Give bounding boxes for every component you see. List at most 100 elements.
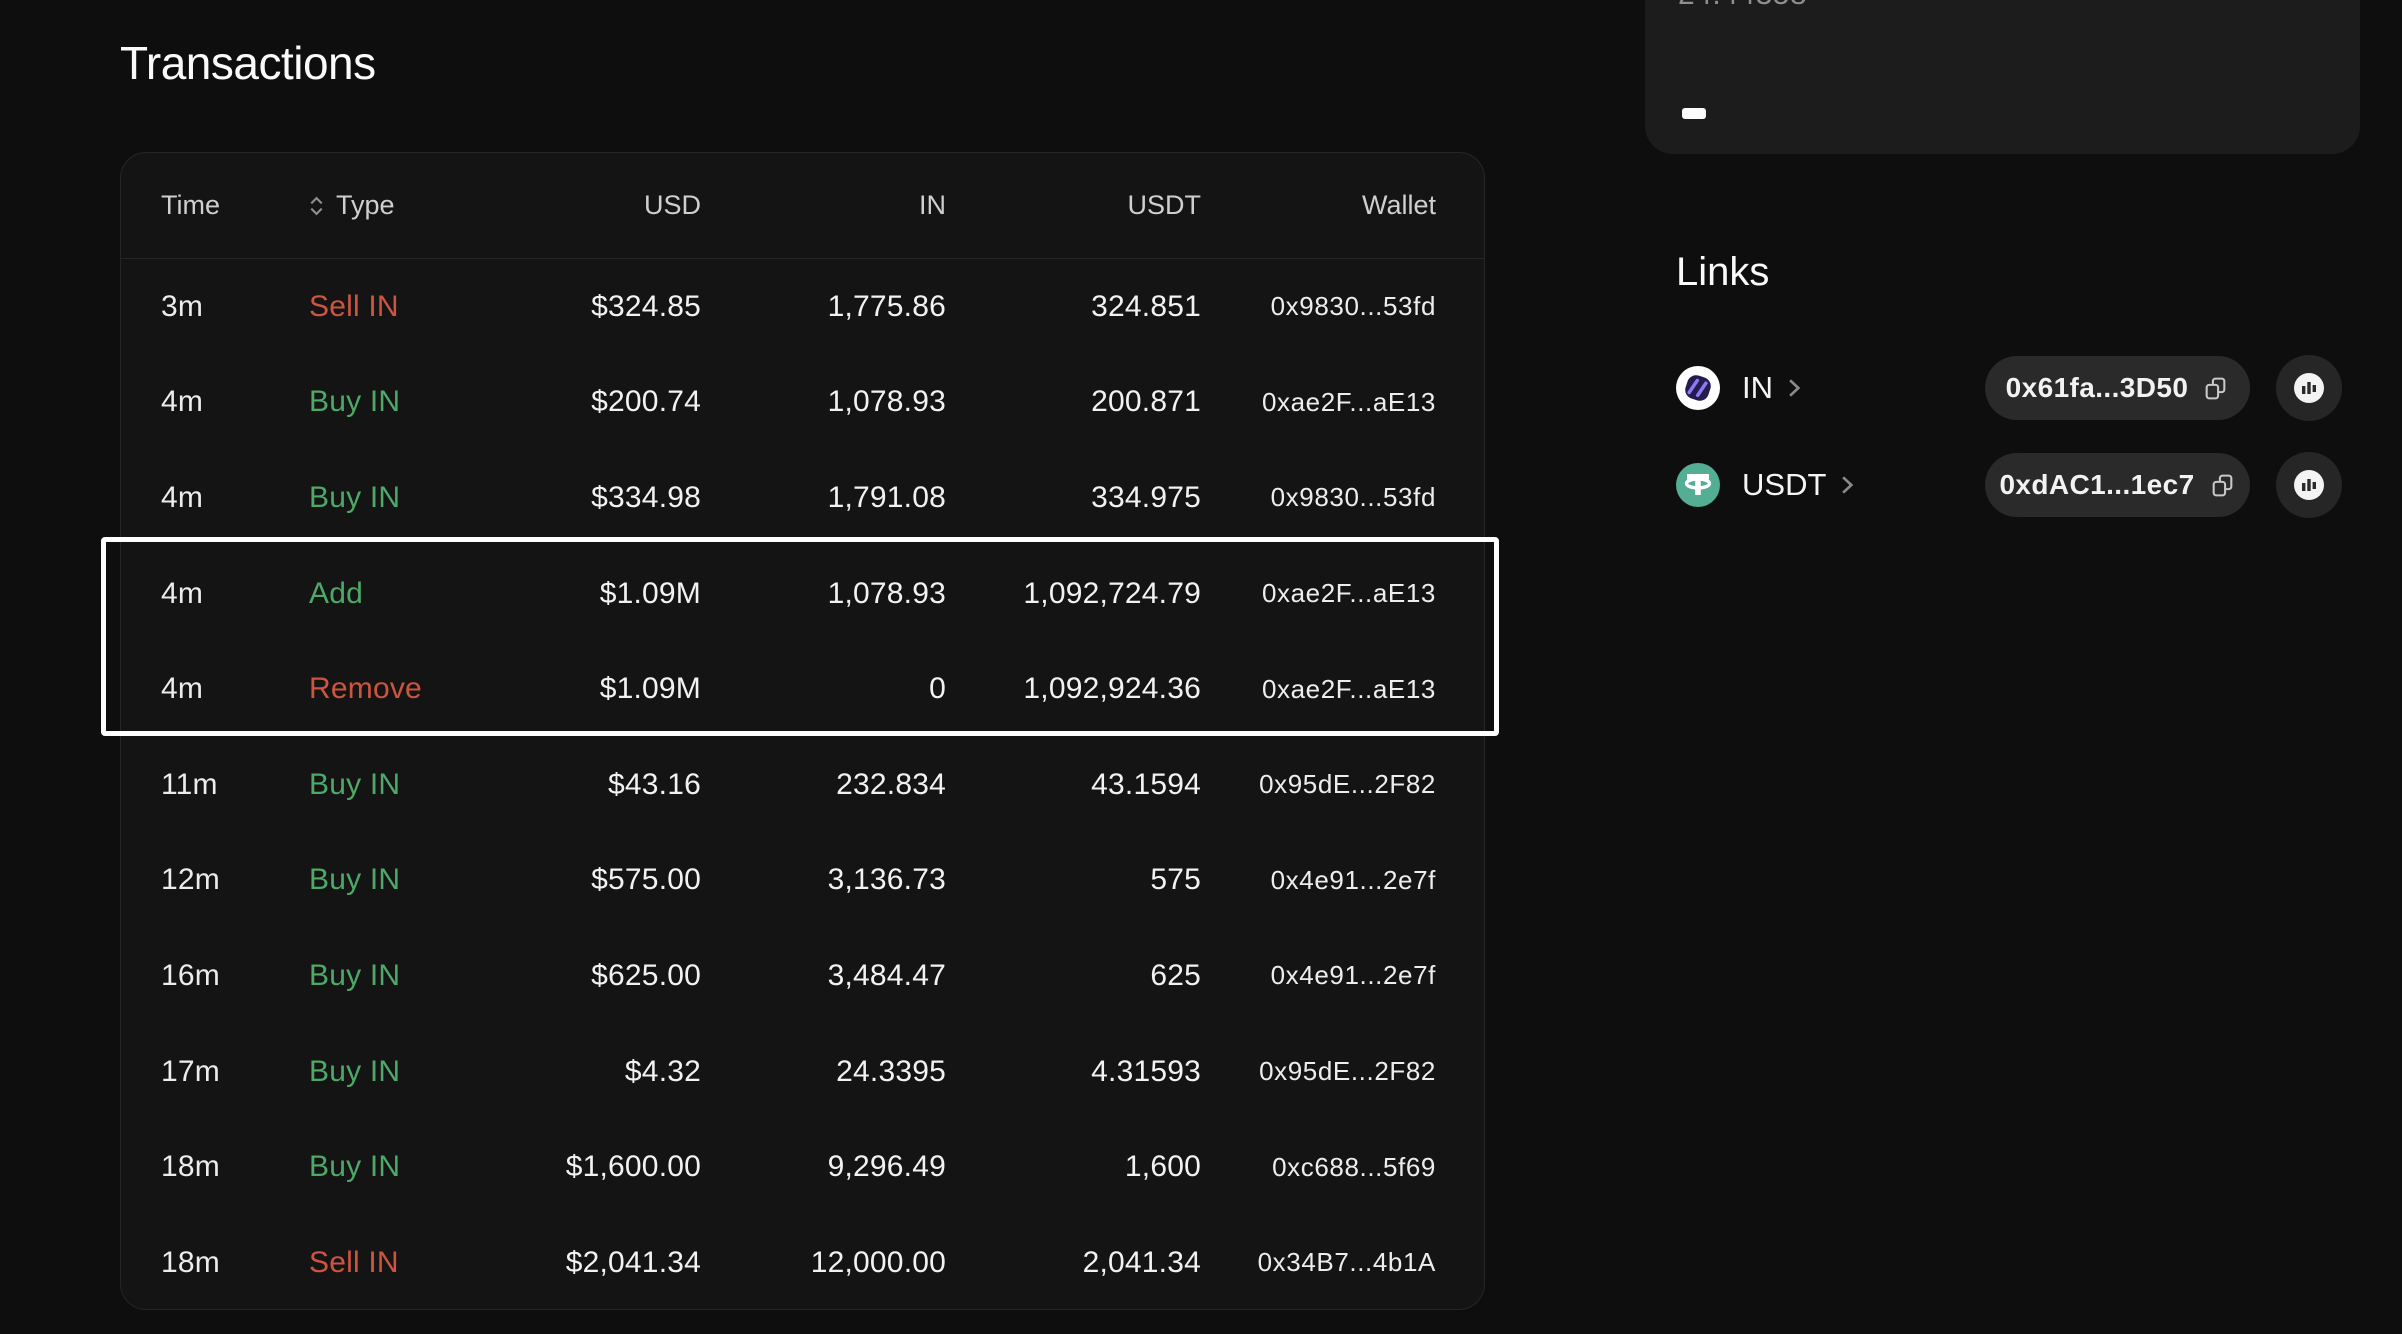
- table-row[interactable]: 3m Sell IN $324.85 1,775.86 324.851 0x98…: [121, 259, 1484, 355]
- stat-clipped-text: 24.44358: [1678, 0, 1807, 12]
- column-header-time: Time: [161, 190, 220, 220]
- cell-usd: $43.16: [608, 767, 701, 801]
- column-header-wallet: Wallet: [1361, 190, 1436, 220]
- column-header-usdt: USDT: [1127, 190, 1202, 220]
- cell-usdt: 43.1594: [1091, 767, 1201, 801]
- cell-usdt: 334.975: [1091, 480, 1201, 514]
- cell-in: 24.3395: [836, 1054, 946, 1088]
- cell-wallet-address[interactable]: 0xae2F...aE13: [1261, 578, 1436, 609]
- cell-usdt: 575: [1150, 863, 1201, 897]
- cell-time: 12m: [161, 863, 220, 897]
- cell-wallet-address[interactable]: 0x9830...53fd: [1270, 482, 1436, 513]
- token-link-label[interactable]: IN: [1742, 370, 1773, 405]
- stat-value-dash: [1682, 108, 1706, 119]
- cell-time: 4m: [161, 480, 204, 514]
- cell-type: Remove: [309, 672, 422, 706]
- cell-type: Buy IN: [309, 863, 401, 897]
- cell-time: 17m: [161, 1054, 220, 1088]
- cell-wallet-address[interactable]: 0x95dE...2F82: [1259, 769, 1436, 800]
- column-header-type[interactable]: Type: [281, 190, 471, 221]
- table-row[interactable]: 12m Buy IN $575.00 3,136.73 575 0x4e91..…: [121, 833, 1484, 929]
- transactions-card: Time Type USD IN USDT Wallet 3m Sell IN …: [101, 152, 1499, 1311]
- cell-usdt: 324.851: [1091, 289, 1201, 323]
- cell-type: Sell IN: [309, 289, 399, 323]
- cell-usd: $1.09M: [599, 672, 701, 706]
- etherscan-icon: [2293, 469, 2325, 501]
- column-header-usd: USD: [643, 190, 701, 220]
- column-header-in: IN: [919, 190, 946, 220]
- address-text: 0xdAC1...1ec7: [1999, 469, 2195, 500]
- cell-usd: $625.00: [591, 958, 701, 992]
- table-row[interactable]: 4m Add $1.09M 1,078.93 1,092,724.79 0xae…: [121, 546, 1484, 642]
- stat-card: 24.44358: [1645, 0, 2360, 154]
- link-row: USDT 0xdAC1...1ec7: [1676, 452, 2376, 518]
- cell-usd: $324.85: [591, 289, 701, 323]
- table-row[interactable]: 18m Sell IN $2,041.34 12,000.00 2,041.34…: [121, 1215, 1484, 1311]
- explorer-button[interactable]: [2276, 355, 2342, 421]
- cell-type: Add: [309, 576, 363, 610]
- cell-in: 12,000.00: [810, 1245, 946, 1279]
- cell-wallet-address[interactable]: 0x4e91...2e7f: [1270, 960, 1436, 991]
- token-link-label[interactable]: USDT: [1742, 467, 1827, 502]
- cell-usd: $334.98: [591, 480, 701, 514]
- cell-wallet-address[interactable]: 0xae2F...aE13: [1261, 673, 1436, 704]
- cell-time: 18m: [161, 1150, 220, 1184]
- cell-wallet-address[interactable]: 0x9830...53fd: [1270, 291, 1436, 322]
- chevron-right-icon[interactable]: [1840, 474, 1855, 496]
- cell-type: Buy IN: [309, 958, 401, 992]
- table-row[interactable]: 4m Remove $1.09M 0 1,092,924.36 0xae2F..…: [121, 641, 1484, 737]
- links-heading: Links: [1676, 250, 1770, 294]
- cell-type: Buy IN: [309, 1054, 401, 1088]
- address-text: 0x61fa...3D50: [2005, 372, 2189, 403]
- cell-type: Buy IN: [309, 1150, 401, 1184]
- copy-icon[interactable]: [2209, 472, 2236, 499]
- cell-wallet-address[interactable]: 0xae2F...aE13: [1261, 386, 1436, 417]
- cell-usdt: 200.871: [1091, 385, 1201, 419]
- cell-in: 3,136.73: [827, 863, 946, 897]
- table-row[interactable]: 4m Buy IN $200.74 1,078.93 200.871 0xae2…: [121, 355, 1484, 451]
- cell-wallet-address[interactable]: 0xc688...5f69: [1272, 1151, 1436, 1182]
- cell-type: Sell IN: [309, 1245, 399, 1279]
- cell-usdt: 1,092,724.79: [1023, 576, 1201, 610]
- cell-time: 4m: [161, 576, 204, 610]
- address-pill[interactable]: 0xdAC1...1ec7: [1985, 453, 2250, 517]
- chevron-right-icon[interactable]: [1787, 377, 1802, 399]
- cell-in: 1,775.86: [827, 289, 946, 323]
- cell-in: 1,791.08: [827, 480, 946, 514]
- cell-usdt: 625: [1150, 958, 1201, 992]
- address-pill[interactable]: 0x61fa...3D50: [1985, 356, 2250, 420]
- explorer-button[interactable]: [2276, 452, 2342, 518]
- table-header-row: Time Type USD IN USDT Wallet: [121, 153, 1484, 259]
- cell-in: 1,078.93: [827, 576, 946, 610]
- cell-wallet-address[interactable]: 0x4e91...2e7f: [1270, 864, 1436, 895]
- link-row: IN 0x61fa...3D50: [1676, 355, 2376, 421]
- table-row[interactable]: 16m Buy IN $625.00 3,484.47 625 0x4e91..…: [121, 928, 1484, 1024]
- cell-usdt: 4.31593: [1091, 1054, 1201, 1088]
- cell-in: 3,484.47: [827, 958, 946, 992]
- cell-in: 1,078.93: [827, 385, 946, 419]
- cell-time: 11m: [161, 767, 218, 801]
- cell-usd: $200.74: [591, 385, 701, 419]
- cell-usd: $1.09M: [599, 576, 701, 610]
- cell-wallet-address[interactable]: 0x95dE...2F82: [1259, 1056, 1436, 1087]
- column-header-type-label: Type: [336, 190, 395, 220]
- sort-icon[interactable]: [307, 195, 326, 217]
- cell-wallet-address[interactable]: 0x34B7...4b1A: [1257, 1247, 1436, 1278]
- cell-type: Buy IN: [309, 767, 401, 801]
- cell-time: 4m: [161, 385, 204, 419]
- cell-in: 9,296.49: [827, 1150, 946, 1184]
- page-title: Transactions: [120, 37, 376, 89]
- cell-usd: $575.00: [591, 863, 701, 897]
- table-row[interactable]: 4m Buy IN $334.98 1,791.08 334.975 0x983…: [121, 450, 1484, 546]
- links-list: IN 0x61fa...3D50: [1676, 355, 2376, 550]
- usdt-token-icon: [1676, 463, 1720, 507]
- cell-usd: $2,041.34: [565, 1245, 701, 1279]
- copy-icon[interactable]: [2202, 375, 2229, 402]
- cell-time: 3m: [161, 289, 204, 323]
- cell-in: 232.834: [836, 767, 946, 801]
- cell-time: 18m: [161, 1245, 220, 1279]
- cell-usdt: 1,092,924.36: [1023, 672, 1201, 706]
- table-row[interactable]: 18m Buy IN $1,600.00 9,296.49 1,600 0xc6…: [121, 1119, 1484, 1215]
- table-row[interactable]: 17m Buy IN $4.32 24.3395 4.31593 0x95dE.…: [121, 1024, 1484, 1120]
- table-row[interactable]: 11m Buy IN $43.16 232.834 43.1594 0x95dE…: [121, 737, 1484, 833]
